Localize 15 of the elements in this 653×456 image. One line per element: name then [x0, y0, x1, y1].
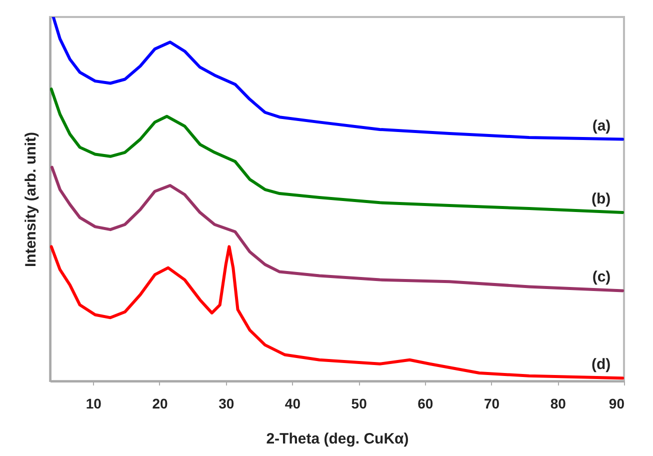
x-tick-label: 90 [608, 396, 625, 412]
series-label: (b) [592, 190, 611, 208]
series-label: (c) [592, 268, 611, 286]
y-axis-title: Intensity (arb. unit) [22, 132, 40, 267]
x-axis-title: 2-Theta (deg. CuKα) [266, 430, 409, 448]
x-tick-label: 70 [484, 396, 500, 412]
x-tick-label: 40 [284, 396, 301, 412]
x-tick-label: 80 [550, 396, 566, 412]
x-tick-label: 20 [152, 396, 168, 412]
x-tick-label: 60 [418, 396, 434, 412]
series-label: (d) [592, 356, 611, 374]
x-tick-label: 30 [218, 396, 234, 412]
x-tick-label: 50 [351, 396, 368, 412]
x-tick-label: 10 [86, 396, 102, 412]
series-label: (a) [592, 117, 611, 134]
